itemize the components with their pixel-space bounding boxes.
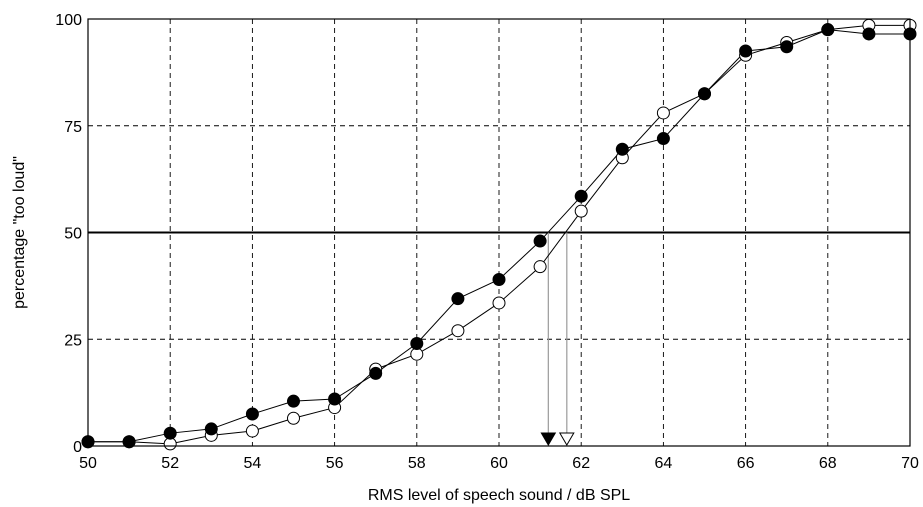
point-filled <box>780 40 794 54</box>
x-tick-label: 56 <box>326 455 344 472</box>
x-tick-label: 68 <box>819 455 837 472</box>
point-open <box>492 296 506 310</box>
x-tick-label: 58 <box>408 455 426 472</box>
x-tick-label: 66 <box>737 455 755 472</box>
point-filled <box>574 189 588 203</box>
threshold-marker-filled <box>540 432 557 446</box>
point-filled <box>862 27 876 41</box>
plot-frame <box>87 18 911 447</box>
point-filled <box>615 142 629 156</box>
x-tick-label: 60 <box>490 455 508 472</box>
grid-lines <box>88 19 910 446</box>
y-axis-label: percentage "too loud" <box>11 156 28 309</box>
threshold-marker-open <box>558 432 575 446</box>
x-tick-label: 50 <box>79 455 97 472</box>
y-tick-label: 50 <box>64 226 82 243</box>
y-tick-label: 100 <box>55 12 82 29</box>
y-tick-label: 75 <box>64 119 82 136</box>
y-tick-label: 0 <box>73 439 82 456</box>
point-filled <box>656 132 670 146</box>
point-filled <box>163 426 177 440</box>
x-tick-label: 70 <box>901 455 919 472</box>
point-filled <box>410 337 424 351</box>
point-open <box>451 324 465 338</box>
point-open <box>656 106 670 120</box>
point-filled <box>698 87 711 101</box>
point-filled <box>821 23 835 37</box>
x-tick-labels: 50 52 54 56 58 60 62 64 66 68 70 <box>79 455 919 472</box>
point-filled <box>369 366 383 380</box>
point-filled <box>204 422 218 436</box>
x-tick-label: 64 <box>655 455 673 472</box>
x-tick-label: 54 <box>244 455 262 472</box>
x-tick-label: 52 <box>161 455 179 472</box>
x-tick-label: 62 <box>572 455 590 472</box>
point-filled <box>287 394 300 408</box>
point-open <box>574 204 588 218</box>
y-tick-labels: 0 25 50 75 100 <box>55 12 82 456</box>
point-filled <box>328 392 342 406</box>
point-open <box>287 411 300 425</box>
point-filled <box>122 435 136 449</box>
y-tick-label: 25 <box>64 332 82 349</box>
x-axis-label: RMS level of speech sound / dB SPL <box>368 487 630 504</box>
point-filled <box>739 44 753 58</box>
point-open <box>533 260 547 274</box>
threshold-drop-lines <box>540 232 575 446</box>
point-filled <box>533 234 547 248</box>
point-filled <box>451 292 465 306</box>
point-filled <box>492 272 506 286</box>
point-filled <box>245 407 259 421</box>
point-open <box>245 424 259 438</box>
